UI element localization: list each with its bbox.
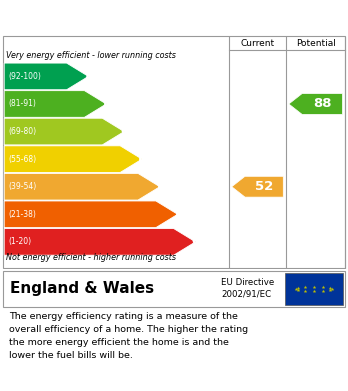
Text: EU Directive
2002/91/EC: EU Directive 2002/91/EC — [221, 278, 274, 299]
Polygon shape — [232, 176, 283, 197]
Polygon shape — [4, 229, 196, 255]
Bar — [285, 273, 343, 305]
Bar — [3, 271, 345, 307]
Text: G: G — [192, 235, 201, 248]
Polygon shape — [4, 91, 106, 117]
Polygon shape — [4, 146, 142, 172]
Text: Very energy efficient - lower running costs: Very energy efficient - lower running co… — [6, 51, 176, 60]
Text: (39-54): (39-54) — [8, 182, 37, 191]
Text: England & Wales: England & Wales — [10, 281, 155, 296]
Text: D: D — [138, 152, 148, 166]
Text: (1-20): (1-20) — [8, 237, 31, 246]
Text: E: E — [157, 180, 165, 193]
Text: F: F — [175, 208, 183, 221]
Polygon shape — [289, 93, 342, 115]
Polygon shape — [4, 173, 160, 200]
Text: (21-38): (21-38) — [8, 210, 36, 219]
Text: C: C — [121, 125, 129, 138]
Polygon shape — [4, 63, 88, 90]
Text: (69-80): (69-80) — [8, 127, 37, 136]
Text: (55-68): (55-68) — [8, 154, 37, 164]
Text: The energy efficiency rating is a measure of the
overall efficiency of a home. T: The energy efficiency rating is a measur… — [9, 312, 248, 360]
Text: 52: 52 — [255, 180, 273, 193]
Text: A: A — [85, 70, 94, 83]
Text: (92-100): (92-100) — [8, 72, 41, 81]
Polygon shape — [4, 118, 124, 145]
Polygon shape — [4, 201, 178, 228]
Text: Potential: Potential — [296, 39, 335, 48]
Text: (81-91): (81-91) — [8, 99, 36, 108]
Text: Current: Current — [240, 39, 275, 48]
Text: B: B — [103, 97, 112, 111]
Text: Energy Efficiency Rating: Energy Efficiency Rating — [9, 10, 230, 25]
Text: Not energy efficient - higher running costs: Not energy efficient - higher running co… — [6, 253, 176, 262]
Text: 88: 88 — [313, 97, 332, 111]
